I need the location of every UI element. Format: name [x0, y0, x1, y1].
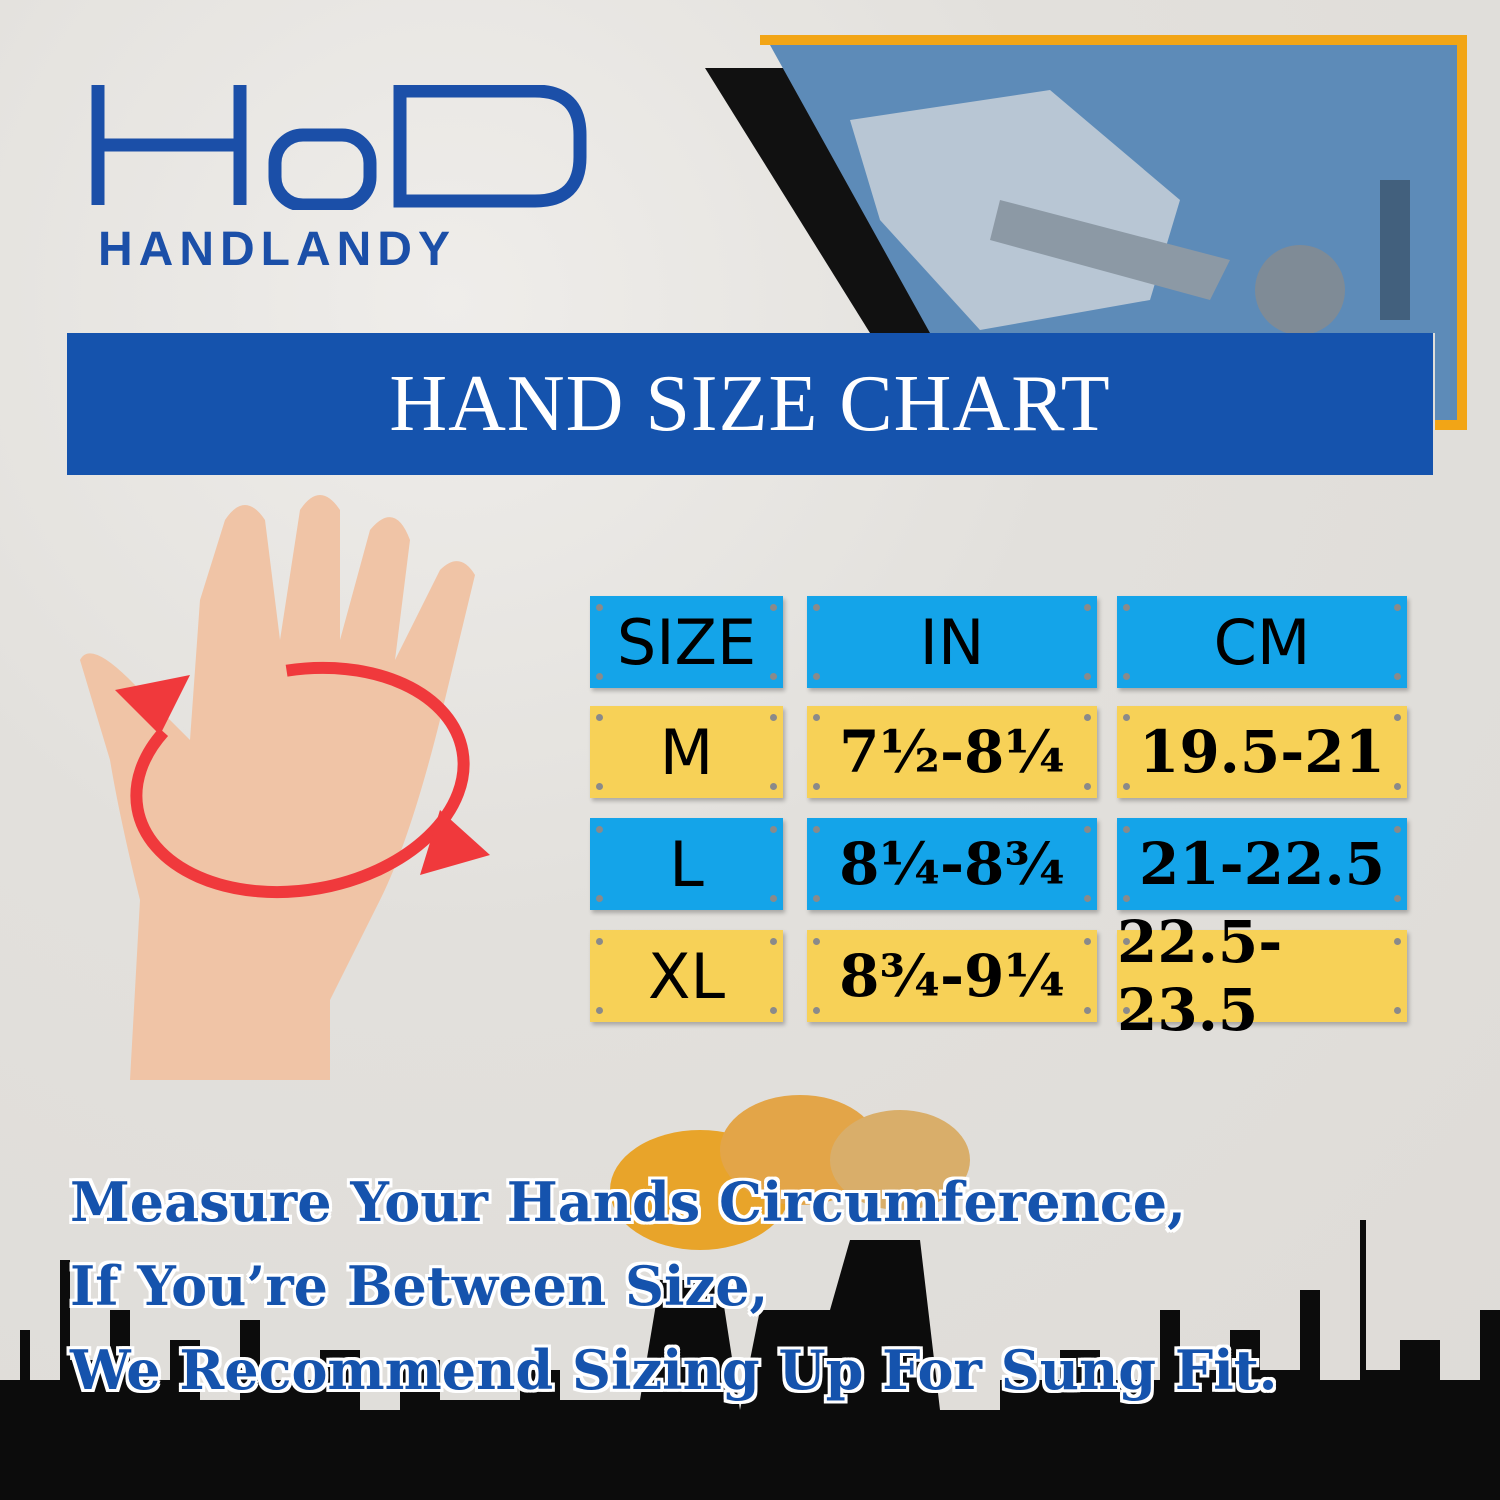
table-cell-cm: 21-22.5 — [1117, 818, 1407, 910]
hand-illustration — [80, 495, 490, 1080]
title-banner: HAND SIZE CHART — [67, 333, 1433, 475]
table-cell-cm: 22.5-23.5 — [1117, 908, 1407, 1044]
table-cell-cm: 19.5-21 — [1117, 706, 1407, 798]
arrow-icon — [420, 810, 490, 875]
header-size: SIZE — [590, 596, 783, 688]
table-cell-in: 7½-8¼ — [807, 706, 1097, 798]
brand-name: HANDLANDY — [98, 223, 456, 276]
table-cell-size: L — [590, 818, 783, 910]
advice-line: We Recommend Sizing Up For Sung Fit. — [70, 1338, 1278, 1402]
table-cell-in: 8¼-8¾ — [807, 818, 1097, 910]
brand-logo — [90, 85, 590, 210]
table-cell-in: 8¾-9¼ — [807, 930, 1097, 1022]
table-cell-size: M — [590, 706, 783, 798]
advice-line: Measure Your Hands Circumference, — [70, 1170, 1186, 1234]
header-cm: CM — [1117, 596, 1407, 688]
table-cell-size: XL — [590, 930, 783, 1022]
advice-line: If You’re Between Size, — [70, 1254, 769, 1318]
sizing-advice: Measure Your Hands Circumference, If You… — [70, 1160, 1277, 1412]
header-in: IN — [807, 596, 1097, 688]
page-title: HAND SIZE CHART — [389, 359, 1111, 448]
factory-skyline — [0, 1095, 1500, 1500]
arrow-icon — [115, 675, 190, 735]
